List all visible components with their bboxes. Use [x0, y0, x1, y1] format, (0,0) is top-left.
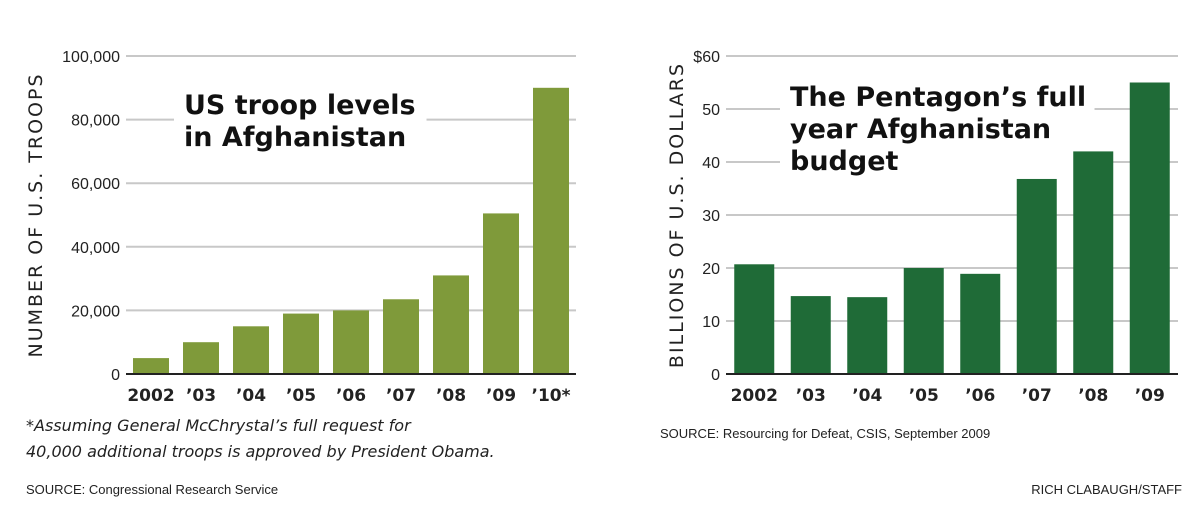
troop-x-label: ’09 [486, 386, 516, 406]
troop-footnote-line-1: *Assuming General McChrystal’s full requ… [26, 416, 411, 435]
troop-x-label: ’04 [236, 386, 266, 406]
budget-x-label: ’09 [1135, 386, 1165, 406]
credit: RICH CLABAUGH/STAFF [1031, 482, 1182, 497]
budget-ytick-label: $60 [693, 49, 720, 66]
budget-bar [960, 273, 1001, 374]
budget-title-bg [780, 76, 1095, 180]
troop-bar [283, 313, 319, 374]
troop-y-axis-label: NUMBER OF U.S. TROOPS [25, 72, 47, 357]
troop-x-label: ’05 [286, 386, 316, 406]
troop-bar [383, 299, 419, 374]
budget-bar [1129, 82, 1170, 374]
troop-ytick-label: 40,000 [71, 240, 120, 257]
troop-footnote-line-2: 40,000 additional troops is approved by … [26, 442, 495, 461]
budget-ytick-label: 50 [702, 102, 720, 119]
troop-bar [333, 310, 369, 374]
budget-bar [903, 268, 944, 374]
budget-title-line: year Afghanistan [790, 114, 1051, 145]
troop-x-label: ’08 [436, 386, 466, 406]
troop-source: SOURCE: Congressional Research Service [26, 482, 279, 497]
troop-ytick-label: 80,000 [71, 113, 120, 130]
troop-bar [133, 358, 169, 374]
budget-x-label: ’03 [796, 386, 826, 406]
budget-title-line: budget [790, 146, 899, 177]
budget-x-label: ’06 [965, 386, 995, 406]
troop-x-label: ’07 [386, 386, 416, 406]
budget-ytick-label: 10 [702, 314, 720, 331]
budget-bar [1016, 178, 1057, 374]
budget-x-label: ’08 [1078, 386, 1108, 406]
budget-bar [790, 296, 831, 374]
troop-bar [533, 87, 569, 375]
budget-bar [847, 297, 888, 374]
budget-bar [1073, 151, 1114, 374]
budget-bar [734, 264, 775, 374]
troop-ytick-label: 60,000 [71, 176, 120, 193]
budget-source: SOURCE: Resourcing for Defeat, CSIS, Sep… [660, 426, 991, 441]
troop-title-line: US troop levels [184, 90, 416, 121]
budget-y-axis-label: BILLIONS OF U.S. DOLLARS [666, 62, 688, 368]
troop-ytick-label: 0 [111, 367, 120, 384]
budget-ytick-label: 0 [711, 367, 720, 384]
troop-bar [483, 213, 519, 374]
budget-x-label: ’04 [852, 386, 882, 406]
troop-levels-chart: 0 20,000 40,000 60,000 80,000 100,000 US troop… [25, 49, 576, 406]
budget-title-line: The Pentagon’s full [790, 82, 1086, 113]
budget-ytick-label: 20 [702, 261, 720, 278]
troop-title-bg [174, 84, 427, 156]
budget-ytick-label: 30 [702, 208, 720, 225]
budget-ytick-label: 40 [702, 155, 720, 172]
troop-x-label: ’03 [186, 386, 216, 406]
budget-x-label: 2002 [731, 386, 778, 406]
troop-x-label: 2002 [127, 386, 174, 406]
troop-x-label: ’06 [336, 386, 366, 406]
troop-title-line: in Afghanistan [184, 122, 406, 153]
troop-x-label: ’10* [531, 386, 570, 406]
troop-bar [183, 342, 219, 374]
budget-x-label: ’05 [909, 386, 939, 406]
troop-bar [433, 275, 469, 374]
troop-ytick-label: 100,000 [62, 49, 120, 66]
troop-bar [233, 326, 269, 374]
troop-ytick-label: 20,000 [71, 303, 120, 320]
budget-x-label: ’07 [1022, 386, 1052, 406]
